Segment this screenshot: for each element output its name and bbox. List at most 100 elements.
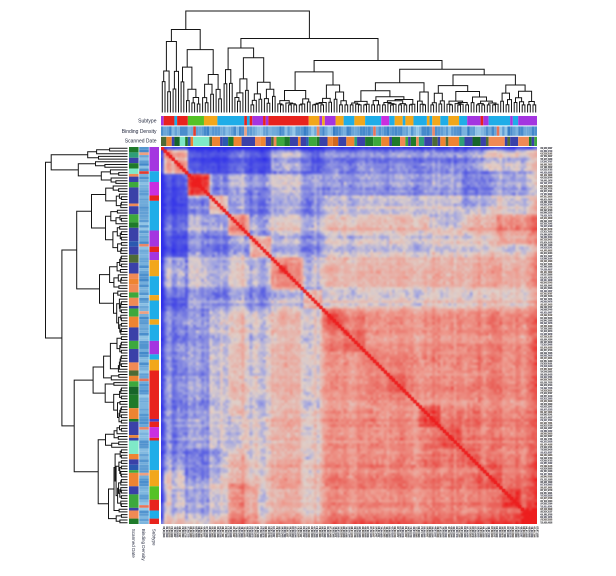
svg-text:6772_CD12_8908R6: 6772_CD12_8908R6: [248, 527, 251, 538]
svg-text:8288_BC67_6679R1: 8288_BC67_6679R1: [540, 190, 552, 193]
svg-text:9994_CD22_5838R7: 9994_CD22_5838R7: [540, 435, 552, 438]
svg-text:4947_KM86_2859R5: 4947_KM86_2859R5: [312, 527, 315, 538]
svg-text:8783_BC84_2912R8: 8783_BC84_2912R8: [540, 241, 552, 244]
svg-text:3434_BC78_5905R5: 3434_BC78_5905R5: [406, 527, 409, 538]
svg-text:9439_BC48_8203R4: 9439_BC48_8203R4: [540, 185, 552, 188]
svg-text:1979_KM82_6541R7: 1979_KM82_6541R7: [272, 527, 275, 538]
svg-text:4977_GK69_7477R8: 4977_GK69_7477R8: [540, 187, 552, 190]
svg-text:2329_KM49_3364R5: 2329_KM49_3364R5: [498, 527, 501, 538]
svg-text:3235_KM98_7925R2: 3235_KM98_7925R2: [540, 201, 552, 204]
svg-text:6004_GK50_7905R2: 6004_GK50_7905R2: [540, 379, 552, 382]
svg-text:5776_GK22_2615R6: 5776_GK22_2615R6: [514, 527, 517, 538]
svg-text:9393_CD65_7793R5: 9393_CD65_7793R5: [540, 381, 552, 384]
svg-text:2776_GK44_8679R7: 2776_GK44_8679R7: [540, 392, 552, 395]
svg-text:6947_GK11_1963R3: 6947_GK11_1963R3: [540, 196, 552, 199]
svg-text:8890_CD86_6754R7: 8890_CD86_6754R7: [540, 306, 552, 309]
svg-text:8050_AB84_9905R6: 8050_AB84_9905R6: [189, 527, 192, 538]
svg-text:6058_GK65_6188R4: 6058_GK65_6188R4: [417, 527, 420, 538]
svg-text:5601_AB27_5484R1: 5601_AB27_5484R1: [540, 411, 552, 414]
svg-text:9256_DG15_6387R3: 9256_DG15_6387R3: [251, 527, 254, 538]
svg-text:6714_GK84_1162R8: 6714_GK84_1162R8: [304, 527, 307, 538]
svg-text:3343_BC15_5590R1: 3343_BC15_5590R1: [339, 527, 342, 538]
svg-text:3018_KM30_2609R6: 3018_KM30_2609R6: [436, 527, 439, 538]
svg-text:2423_GK51_8771R8: 2423_GK51_8771R8: [267, 527, 270, 538]
svg-text:4611_GK57_3752R6: 4611_GK57_3752R6: [487, 527, 490, 538]
svg-text:4237_BC34_5929R5: 4237_BC34_5929R5: [390, 527, 393, 538]
svg-text:3706_DG45_9103R3: 3706_DG45_9103R3: [540, 365, 552, 368]
svg-text:8865_BC34_9772R6: 8865_BC34_9772R6: [184, 527, 187, 538]
svg-text:8285_AB19_1692R2: 8285_AB19_1692R2: [476, 527, 479, 538]
svg-text:9325_GK42_4884R8: 9325_GK42_4884R8: [540, 217, 552, 220]
svg-text:3853_KM71_6271R4: 3853_KM71_6271R4: [540, 349, 552, 352]
svg-text:4141_KM78_8663R2: 4141_KM78_8663R2: [540, 249, 552, 252]
svg-text:5068_KM28_7363R2: 5068_KM28_7363R2: [540, 163, 552, 166]
svg-text:7606_CD40_4112R7: 7606_CD40_4112R7: [173, 527, 176, 538]
svg-text:1825_KM35_4949R3: 1825_KM35_4949R3: [540, 325, 552, 328]
svg-text:1715_CD68_7515R5: 1715_CD68_7515R5: [315, 527, 318, 538]
svg-text:6946_AB36_6696R7: 6946_AB36_6696R7: [372, 527, 375, 538]
svg-text:4462_BC23_5669R3: 4462_BC23_5669R3: [511, 527, 514, 538]
svg-text:7574_CD58_4861R7: 7574_CD58_4861R7: [540, 268, 552, 271]
svg-text:5101_GK17_1581R1: 5101_GK17_1581R1: [540, 473, 552, 476]
svg-text:8180_KM11_3950R1: 8180_KM11_3950R1: [540, 492, 552, 495]
svg-text:7780_GK65_9942R6: 7780_GK65_9942R6: [540, 449, 552, 452]
svg-text:7664_DG44_4110R8: 7664_DG44_4110R8: [380, 527, 383, 538]
svg-text:8667_CD35_5842R2: 8667_CD35_5842R2: [540, 239, 552, 242]
svg-text:8182_BC81_3211R6: 8182_BC81_3211R6: [361, 527, 364, 538]
svg-text:8563_GK11_7151R2: 8563_GK11_7151R2: [283, 527, 286, 538]
svg-text:4422_DG52_3611R2: 4422_DG52_3611R2: [382, 527, 385, 538]
svg-text:1178_BC87_9101R4: 1178_BC87_9101R4: [398, 527, 401, 538]
svg-text:1150_KM89_8425R2: 1150_KM89_8425R2: [540, 430, 552, 433]
svg-text:9559_DG93_1422R7: 9559_DG93_1422R7: [540, 220, 552, 223]
svg-text:8877_GK22_8354R4: 8877_GK22_8354R4: [439, 527, 442, 538]
svg-text:8511_DG57_7868R7: 8511_DG57_7868R7: [221, 527, 224, 538]
svg-text:8659_DG92_1637R6: 8659_DG92_1637R6: [540, 322, 552, 325]
svg-text:3844_CD85_9933R5: 3844_CD85_9933R5: [358, 527, 361, 538]
svg-text:4861_AB52_6383R8: 4861_AB52_6383R8: [482, 527, 485, 538]
svg-text:4999_BC16_4301R4: 4999_BC16_4301R4: [540, 198, 552, 201]
svg-text:6764_BC68_3224R2: 6764_BC68_3224R2: [170, 527, 173, 538]
svg-text:7354_CD45_6308R2: 7354_CD45_6308R2: [540, 371, 552, 374]
svg-text:5394_AB12_9105R6: 5394_AB12_9105R6: [326, 527, 329, 538]
svg-text:1898_AB61_5503R3: 1898_AB61_5503R3: [540, 433, 552, 436]
svg-text:1563_DG67_2942R3: 1563_DG67_2942R3: [540, 303, 552, 306]
svg-text:4434_KM57_2168R2: 4434_KM57_2168R2: [540, 462, 552, 465]
svg-text:8726_DG15_7233R6: 8726_DG15_7233R6: [458, 527, 461, 538]
svg-text:5951_GK40_1682R8: 5951_GK40_1682R8: [540, 174, 552, 177]
svg-text:2800_BC26_9670R7: 2800_BC26_9670R7: [492, 527, 495, 538]
svg-text:1963_GK82_6306R6: 1963_GK82_6306R6: [463, 527, 466, 538]
svg-text:3278_GK82_7924R6: 3278_GK82_7924R6: [540, 295, 552, 298]
svg-text:9921_AB74_4415R6: 9921_AB74_4415R6: [540, 443, 552, 446]
svg-text:2442_AB80_3542R6: 2442_AB80_3542R6: [307, 527, 310, 538]
svg-text:1747_GK51_9830R2: 1747_GK51_9830R2: [540, 193, 552, 196]
svg-text:4406_BC75_9425R7: 4406_BC75_9425R7: [433, 527, 436, 538]
svg-text:4134_DG66_6496R3: 4134_DG66_6496R3: [452, 527, 455, 538]
svg-text:8077_KM26_3446R1: 8077_KM26_3446R1: [329, 527, 332, 538]
svg-text:6327_CD69_3118R5: 6327_CD69_3118R5: [540, 336, 552, 339]
svg-text:5018_AB36_3175R4: 5018_AB36_3175R4: [540, 457, 552, 460]
svg-text:3286_KM47_1911R3: 3286_KM47_1911R3: [540, 395, 552, 398]
svg-text:5380_BC43_2704R4: 5380_BC43_2704R4: [393, 527, 396, 538]
svg-text:5266_GK91_3079R4: 5266_GK91_3079R4: [540, 204, 552, 207]
svg-text:2460_AB68_8744R5: 2460_AB68_8744R5: [540, 309, 552, 312]
svg-text:6781_BC59_2188R2: 6781_BC59_2188R2: [318, 527, 321, 538]
svg-text:7297_GK59_1566R3: 7297_GK59_1566R3: [540, 328, 552, 331]
svg-text:1765_AB25_6255R5: 1765_AB25_6255R5: [540, 519, 552, 522]
svg-text:6339_AB67_8413R2: 6339_AB67_8413R2: [210, 527, 213, 538]
svg-text:7416_DG20_7731R5: 7416_DG20_7731R5: [540, 387, 552, 390]
svg-text:8689_AB10_4262R7: 8689_AB10_4262R7: [321, 527, 324, 538]
svg-text:2596_CD69_7526R4: 2596_CD69_7526R4: [347, 527, 350, 538]
svg-text:7819_GK37_9219R8: 7819_GK37_9219R8: [540, 225, 552, 228]
svg-text:3567_KM38_8379R6: 3567_KM38_8379R6: [509, 527, 512, 538]
svg-text:9318_AB79_2427R5: 9318_AB79_2427R5: [540, 276, 552, 279]
svg-text:7145_DG36_8933R1: 7145_DG36_8933R1: [540, 389, 552, 392]
svg-text:5130_KM98_3019R4: 5130_KM98_3019R4: [540, 258, 552, 261]
svg-text:1048_BC27_2277R5: 1048_BC27_2277R5: [540, 206, 552, 209]
svg-text:2406_BC94_5758R1: 2406_BC94_5758R1: [540, 376, 552, 379]
svg-text:7565_GK75_6435R8: 7565_GK75_6435R8: [540, 158, 552, 161]
svg-text:8090_AB63_7001R5: 8090_AB63_7001R5: [540, 354, 552, 357]
svg-text:9915_DG30_1969R7: 9915_DG30_1969R7: [540, 427, 552, 430]
svg-text:5419_KM41_1290R8: 5419_KM41_1290R8: [540, 319, 552, 322]
svg-text:4254_AB84_5420R7: 4254_AB84_5420R7: [202, 527, 205, 538]
svg-text:7743_CD41_4773R4: 7743_CD41_4773R4: [409, 527, 412, 538]
